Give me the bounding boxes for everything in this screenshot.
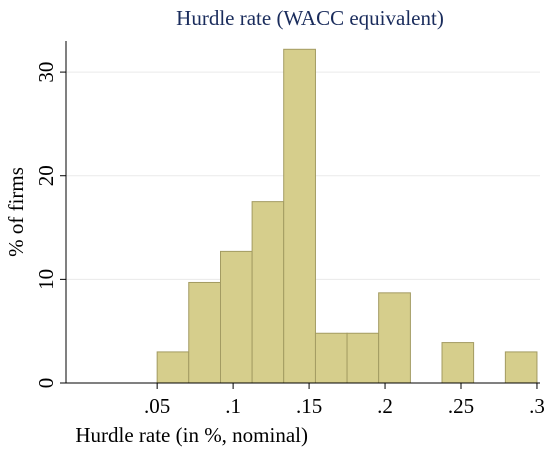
x-tick-label: .05 [144,394,170,418]
bar [188,281,222,384]
y-tick-label: 10 [34,269,58,290]
bar [283,48,316,384]
x-tick-label: .1 [225,394,241,418]
y-tick-label: 30 [34,62,58,83]
bar [156,351,190,384]
chart-title: Hurdle rate (WACC equivalent) [176,6,444,30]
x-tick-label: .3 [529,394,545,418]
bar [441,342,475,384]
x-tick-label: .25 [448,394,474,418]
x-tick-label: .15 [296,394,322,418]
y-tick-label: 20 [34,165,58,186]
bar [314,332,348,384]
y-axis-label: % of firms [4,167,28,257]
bar [378,292,411,384]
x-tick-label: .2 [377,394,393,418]
x-axis-label: Hurdle rate (in %, nominal) [75,423,308,447]
bar [251,201,285,384]
bar [346,332,380,384]
bar [504,351,538,384]
y-tick-label: 0 [34,378,58,389]
bar [220,250,253,384]
